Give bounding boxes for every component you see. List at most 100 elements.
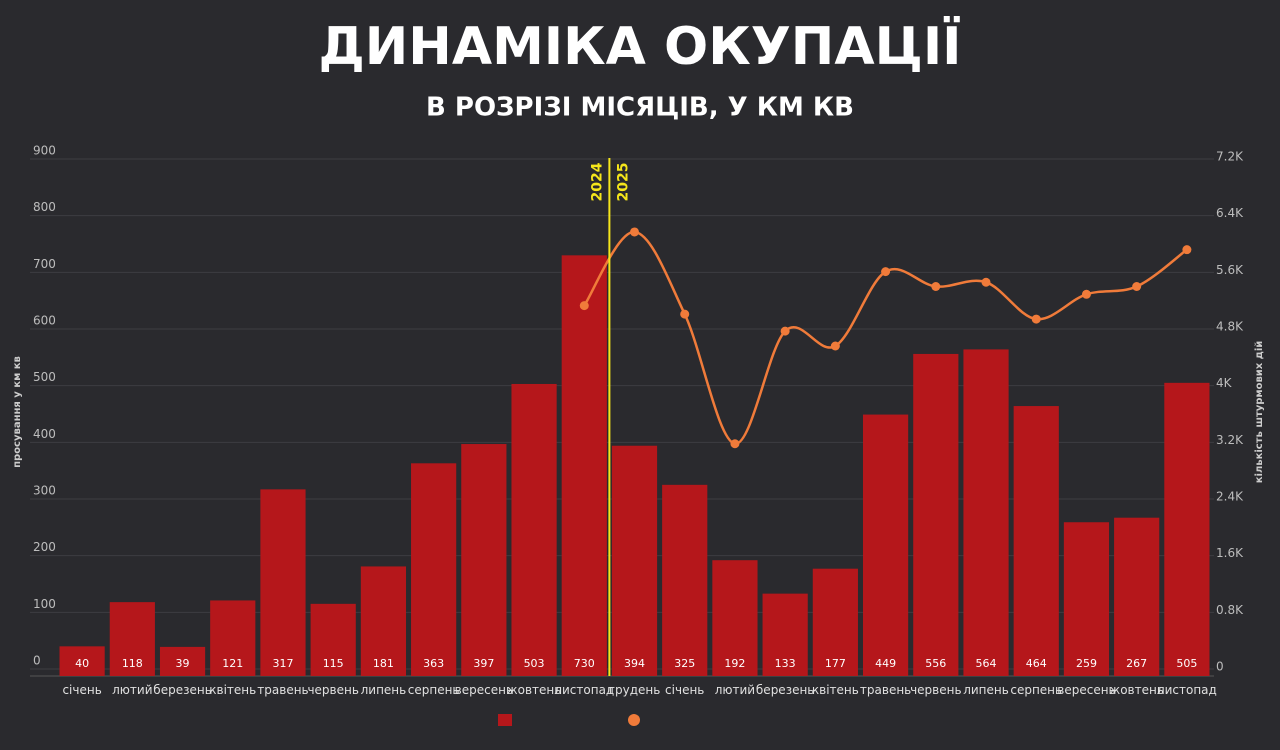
bar: [210, 600, 256, 676]
bar: [360, 566, 407, 676]
line-point: [579, 301, 589, 311]
y-tick-label: 200: [33, 540, 56, 554]
line-point: [1132, 282, 1142, 291]
bar: [662, 484, 708, 676]
x-tick-label: лютий: [112, 683, 152, 697]
line-point: [1182, 245, 1192, 255]
x-tick-label: жовтень: [1109, 683, 1164, 697]
bar-value-label: 133: [775, 657, 796, 670]
bar-value-label: 317: [272, 657, 293, 670]
y2-tick-label: 4K: [1216, 376, 1233, 390]
y2-axis-label: кількість штурмових дій: [1254, 341, 1265, 484]
bar-value-label: 267: [1126, 657, 1147, 670]
bar-value-label: 363: [423, 657, 444, 670]
x-tick-label: серпень: [408, 683, 460, 697]
y2-tick-label: 0: [1216, 660, 1224, 674]
y-tick-label: 500: [33, 370, 56, 384]
x-tick-label: липень: [963, 683, 1009, 697]
bar-value-label: 39: [176, 657, 190, 670]
line: [583, 230, 1188, 445]
bar-value-label: 115: [323, 657, 344, 670]
x-tick-label: січень: [665, 683, 704, 697]
x-tick-label: липень: [361, 683, 407, 697]
line-point: [680, 309, 690, 319]
y2-tick-label: 4.8K: [1216, 320, 1244, 334]
x-tick-label: квітень: [812, 683, 859, 697]
bar: [762, 593, 808, 676]
x-tick-label: травень: [257, 683, 308, 697]
line-point: [630, 227, 639, 237]
bar: [913, 353, 959, 676]
y2-tick-label: 2.4K: [1216, 490, 1244, 504]
bar-value-label: 503: [524, 657, 545, 670]
y-tick-label: 600: [33, 314, 56, 328]
x-tick-label: вересень: [455, 683, 513, 697]
y2-tick-label: 0.8K: [1216, 603, 1244, 617]
legend-swatch: [498, 714, 512, 726]
x-tick-label: листопад: [554, 683, 614, 697]
x-tick-label: травень: [860, 683, 911, 697]
y-tick-label: 400: [33, 427, 56, 441]
bar-value-label: 325: [674, 657, 695, 670]
bar-value-label: 177: [825, 657, 846, 670]
annotation: 2024: [589, 162, 605, 201]
x-tick-label: березень: [756, 683, 814, 697]
bar: [1164, 382, 1210, 676]
bar-value-label: 394: [624, 657, 645, 670]
bar: [561, 255, 607, 677]
y2-tick-label: 3.2K: [1216, 433, 1244, 447]
line-point: [780, 326, 790, 336]
y-tick-label: 300: [33, 484, 56, 498]
x-tick-label: червень: [307, 683, 358, 697]
bar-value-label: 556: [925, 657, 946, 670]
bar: [963, 349, 1009, 676]
bar-value-label: 121: [222, 657, 243, 670]
line-point: [981, 277, 991, 287]
y-tick-label: 100: [33, 597, 56, 611]
x-tick-label: грудень: [609, 683, 661, 697]
bar-value-label: 464: [1026, 657, 1047, 670]
bar: [109, 602, 155, 676]
chart-subtitle: В РОЗРІЗІ МІСЯЦІВ, У КМ КВ: [426, 93, 854, 123]
y2-tick-label: 5.6K: [1216, 263, 1244, 277]
bar-value-label: 730: [574, 657, 595, 670]
bar-value-label: 118: [122, 657, 143, 670]
bar: [1063, 522, 1110, 676]
bar: [411, 463, 457, 676]
bar: [59, 646, 105, 676]
bar: [461, 444, 507, 676]
legend-swatch: [628, 714, 640, 726]
line-point: [1031, 314, 1041, 324]
line-point: [1081, 289, 1091, 299]
bar-value-label: 192: [724, 657, 745, 670]
bar: [862, 414, 909, 676]
x-tick-label: листопад: [1157, 683, 1217, 697]
x-tick-label: червень: [910, 683, 961, 697]
bar: [611, 445, 658, 676]
bar-value-label: 181: [373, 657, 394, 670]
bar-value-label: 259: [1076, 657, 1097, 670]
x-tick-label: лютий: [715, 683, 755, 697]
line-point: [830, 341, 840, 351]
y-tick-label: 700: [33, 257, 56, 271]
x-tick-label: січень: [62, 683, 101, 697]
bar: [712, 560, 758, 676]
bar-value-label: 564: [976, 657, 997, 670]
bar: [1114, 517, 1160, 676]
line-point: [730, 439, 740, 449]
bar: [1013, 406, 1059, 676]
bar: [159, 646, 206, 676]
x-tick-label: жовтень: [507, 683, 562, 697]
y-axis-label: просування у км кв: [12, 356, 23, 468]
bar-value-label: 40: [75, 657, 89, 670]
y2-tick-label: 1.6K: [1216, 546, 1244, 560]
bar: [310, 603, 356, 676]
bar: [260, 489, 306, 676]
y2-tick-label: 7.2K: [1216, 150, 1244, 164]
x-tick-label: серпень: [1010, 683, 1062, 697]
y-tick-label: 800: [33, 200, 56, 214]
bar-value-label: 397: [473, 657, 494, 670]
chart-title: ДИНАМІКА ОКУПАЦІЇ: [318, 16, 961, 77]
bar-value-label: 449: [875, 657, 896, 670]
